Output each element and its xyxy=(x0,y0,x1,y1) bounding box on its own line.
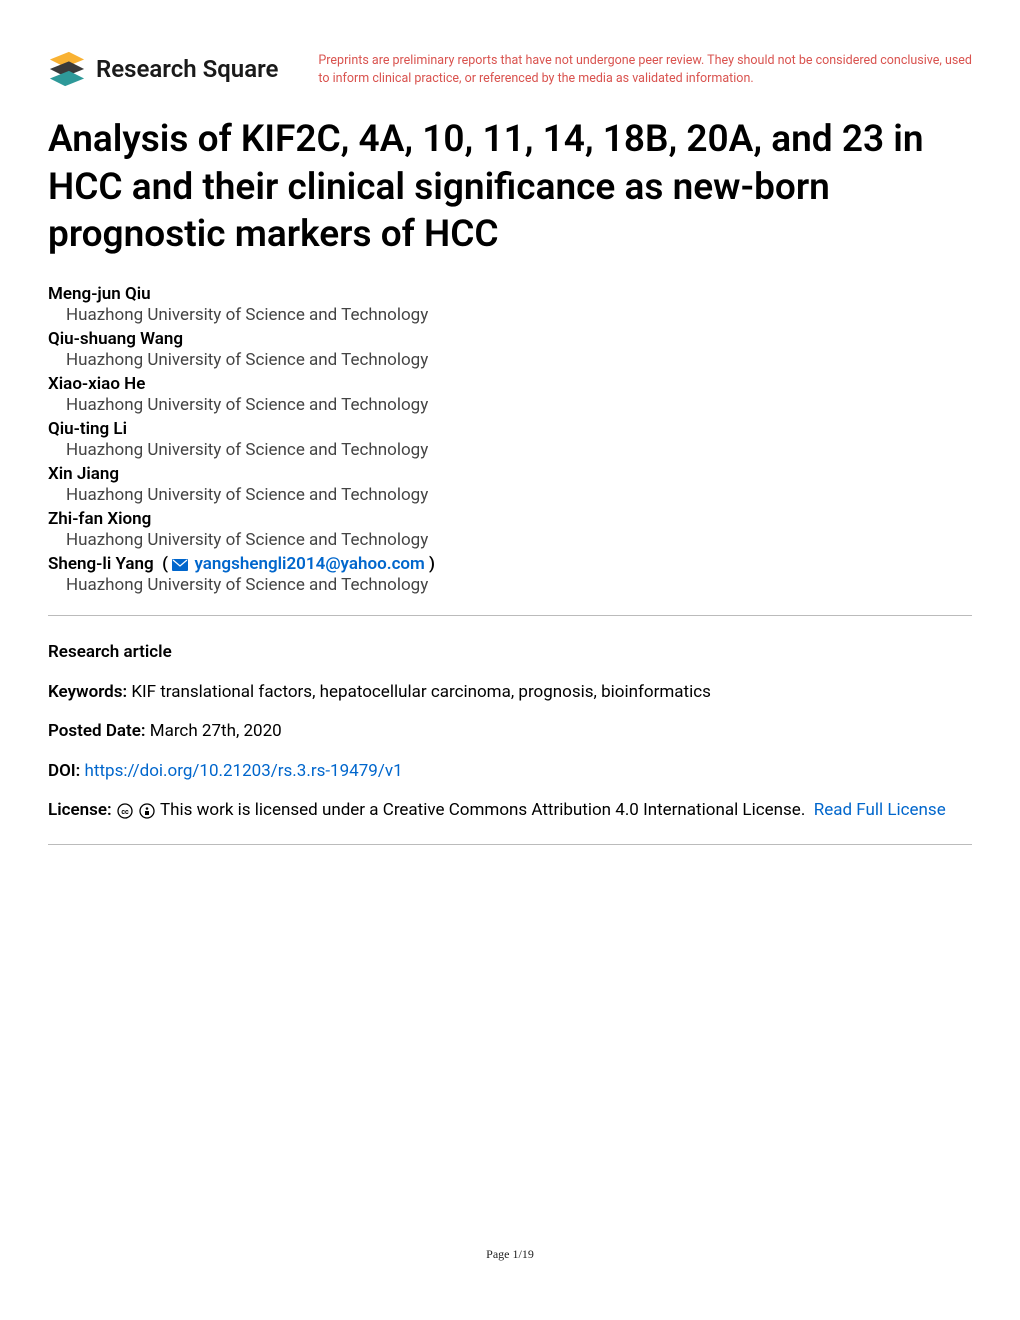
author-affiliation: Huazhong University of Science and Techn… xyxy=(66,350,972,370)
author-affiliation: Huazhong University of Science and Techn… xyxy=(66,485,972,505)
license-label: License: xyxy=(48,800,112,820)
author-name: Sheng-li Yang ( yangshengli2014@yahoo.co… xyxy=(48,554,972,574)
header-row: Research Square Preprints are preliminar… xyxy=(48,50,972,88)
author: Zhi-fan Xiong Huazhong University of Sci… xyxy=(48,509,972,550)
keywords-label: Keywords: xyxy=(48,682,127,702)
read-full-license-link[interactable]: Read Full License xyxy=(814,800,946,820)
author-name: Xiao-xiao He xyxy=(48,374,972,394)
divider xyxy=(48,615,972,616)
author-affiliation: Huazhong University of Science and Techn… xyxy=(66,440,972,460)
research-square-logo-icon xyxy=(48,50,86,88)
doi-label: DOI: xyxy=(48,761,80,781)
email-icon xyxy=(172,559,188,571)
preprint-disclaimer: Preprints are preliminary reports that h… xyxy=(318,50,972,88)
authors-list: Meng-jun Qiu Huazhong University of Scie… xyxy=(48,284,972,595)
author-affiliation: Huazhong University of Science and Techn… xyxy=(66,395,972,415)
license-text: This work is licensed under a Creative C… xyxy=(160,800,805,820)
author-name: Zhi-fan Xiong xyxy=(48,509,972,529)
author-name-text: Sheng-li Yang xyxy=(48,554,154,574)
author-name: Qiu-ting Li xyxy=(48,419,972,439)
svg-text:cc: cc xyxy=(121,808,129,816)
author-name: Qiu-shuang Wang xyxy=(48,329,972,349)
article-type-label: Research article xyxy=(48,642,172,662)
posted-date-value: March 27th, 2020 xyxy=(150,721,282,741)
author-affiliation: Huazhong University of Science and Techn… xyxy=(66,305,972,325)
author-name: Xin Jiang xyxy=(48,464,972,484)
corresponding-email[interactable]: yangshengli2014@yahoo.com xyxy=(194,554,424,574)
corresponding-author: Sheng-li Yang ( yangshengli2014@yahoo.co… xyxy=(48,554,972,595)
doi-link[interactable]: https://doi.org/10.21203/rs.3.rs-19479/v… xyxy=(85,761,403,781)
author-affiliation: Huazhong University of Science and Techn… xyxy=(66,530,972,550)
author: Xin Jiang Huazhong University of Science… xyxy=(48,464,972,505)
keywords-value: KIF translational factors, hepatocellula… xyxy=(131,682,711,702)
author-name: Meng-jun Qiu xyxy=(48,284,972,304)
logo-text: Research Square xyxy=(96,55,278,83)
author: Qiu-shuang Wang Huazhong University of S… xyxy=(48,329,972,370)
cc-by-icon xyxy=(139,803,155,819)
article-type: Research article xyxy=(48,640,972,666)
license-row: License: cc This work is licensed under … xyxy=(48,798,972,824)
logo-block: Research Square xyxy=(48,50,278,88)
doi-row: DOI: https://doi.org/10.21203/rs.3.rs-19… xyxy=(48,759,972,785)
divider xyxy=(48,844,972,845)
posted-date-row: Posted Date: March 27th, 2020 xyxy=(48,719,972,745)
cc-icon: cc xyxy=(117,803,133,819)
article-title: Analysis of KIF2C, 4A, 10, 11, 14, 18B, … xyxy=(48,116,972,258)
author: Qiu-ting Li Huazhong University of Scien… xyxy=(48,419,972,460)
page-number: Page 1/19 xyxy=(0,1247,1020,1262)
preprint-page: Research Square Preprints are preliminar… xyxy=(0,0,1020,1280)
posted-date-label: Posted Date: xyxy=(48,721,146,741)
author: Xiao-xiao He Huazhong University of Scie… xyxy=(48,374,972,415)
author: Meng-jun Qiu Huazhong University of Scie… xyxy=(48,284,972,325)
keywords-row: Keywords: KIF translational factors, hep… xyxy=(48,680,972,706)
author-affiliation: Huazhong University of Science and Techn… xyxy=(66,575,972,595)
